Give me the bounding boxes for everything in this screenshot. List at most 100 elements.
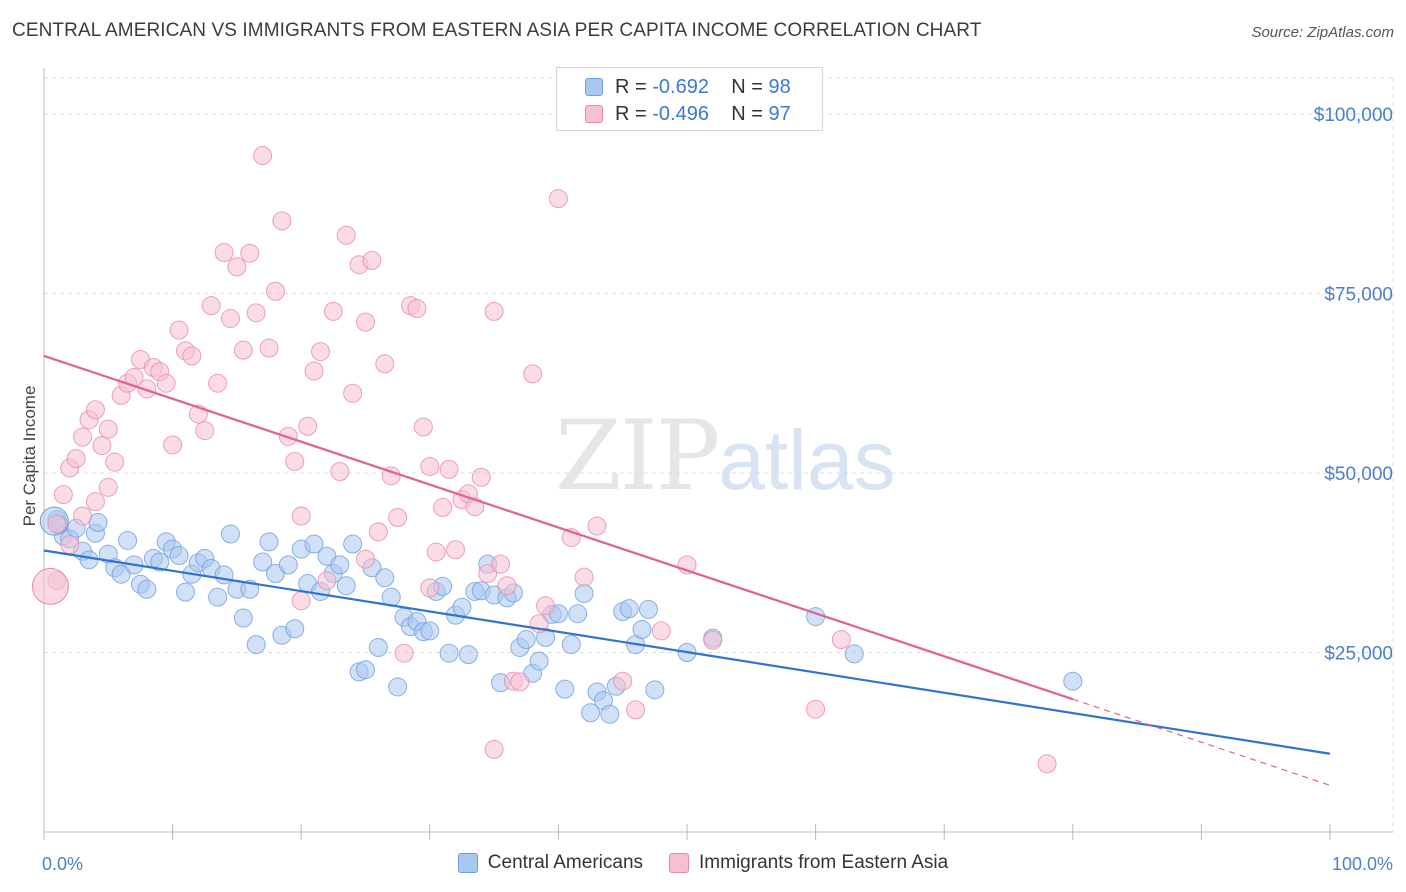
- data-point: [484, 739, 504, 759]
- data-point: [388, 677, 408, 697]
- y-tick-label: $100,000: [1314, 105, 1393, 126]
- data-point: [304, 361, 324, 381]
- data-point: [433, 497, 453, 517]
- data-point: [420, 456, 440, 476]
- data-point: [227, 257, 247, 277]
- data-point: [523, 364, 543, 384]
- data-point: [323, 301, 343, 321]
- data-point: [343, 534, 363, 554]
- data-point: [298, 416, 318, 436]
- data-point: [1037, 754, 1057, 774]
- data-point: [407, 299, 427, 319]
- data-point: [510, 672, 530, 692]
- data-point: [356, 549, 375, 569]
- data-point-large: [31, 567, 69, 605]
- data-point: [388, 507, 408, 527]
- data-point: [208, 587, 228, 607]
- data-point: [85, 400, 105, 420]
- legend-swatch-pink: [585, 105, 603, 123]
- legend-label: Immigrants from Eastern Asia: [699, 852, 949, 873]
- data-point: [60, 535, 80, 555]
- legend-swatch-blue: [585, 78, 603, 96]
- legend-n-value: 97: [768, 102, 791, 125]
- legend-swatch-pink: [669, 853, 690, 873]
- x-tick-label: 0.0%: [42, 854, 83, 874]
- data-point: [446, 540, 466, 560]
- data-point: [118, 530, 138, 550]
- data-point: [413, 417, 433, 437]
- data-point: [330, 555, 350, 575]
- data-point: [587, 516, 607, 536]
- chart-title: CENTRAL AMERICAN VS IMMIGRANTS FROM EAST…: [12, 20, 982, 41]
- data-point: [291, 591, 311, 611]
- data-point: [175, 582, 195, 602]
- data-point: [169, 546, 189, 566]
- legend-item-eastern-asia: Immigrants from Eastern Asia: [669, 852, 948, 874]
- data-point: [439, 459, 459, 479]
- data-point: [336, 225, 356, 245]
- data-point: [844, 644, 864, 664]
- legend-n-label: N =: [731, 102, 763, 125]
- data-point: [246, 635, 266, 655]
- data-point: [85, 492, 105, 512]
- data-point: [92, 436, 112, 456]
- data-point: [265, 281, 285, 301]
- data-point: [806, 699, 826, 719]
- data-point: [375, 568, 395, 588]
- data-point: [253, 146, 273, 166]
- legend-r-value: -0.496: [652, 102, 709, 125]
- data-point: [600, 704, 620, 724]
- legend-label: Central Americans: [487, 852, 644, 873]
- data-point: [356, 660, 375, 680]
- data-point: [394, 643, 414, 663]
- data-point: [259, 532, 279, 552]
- data-point: [66, 449, 86, 469]
- data-point: [98, 477, 118, 497]
- y-tick-label: $50,000: [1324, 464, 1393, 485]
- tick-labels: $25,000 $50,000 $75,000 $100,000 0.0% 100.0%: [42, 105, 1393, 874]
- legend-r-label: R =: [615, 102, 647, 125]
- data-point: [471, 467, 491, 487]
- data-point: [439, 643, 459, 663]
- data-point: [310, 342, 330, 362]
- watermark: ZIPatlas: [555, 400, 896, 512]
- data-point: [548, 189, 568, 209]
- data-point: [703, 630, 723, 650]
- data-point: [452, 597, 472, 617]
- stats-legend: R = -0.692 N = 98 R = -0.496 N = 97: [556, 67, 823, 131]
- data-point: [73, 427, 93, 447]
- data-point: [304, 534, 324, 554]
- data-point: [343, 383, 363, 403]
- legend-n-label: N =: [731, 75, 763, 98]
- data-point: [336, 576, 356, 596]
- data-point: [561, 635, 581, 655]
- data-point: [285, 451, 305, 471]
- legend-row-central-americans: R = -0.692 N = 98: [585, 74, 791, 100]
- data-point: [285, 619, 305, 639]
- data-point: [182, 346, 202, 366]
- data-point: [246, 303, 266, 323]
- legend-swatch-blue: [457, 853, 478, 873]
- data-point: [458, 645, 478, 665]
- data-point: [632, 619, 652, 639]
- data-point: [375, 354, 395, 374]
- legend-r-label: R =: [615, 75, 647, 98]
- data-point: [426, 542, 446, 562]
- data-point: [362, 250, 382, 270]
- data-point: [259, 338, 279, 358]
- data-point: [98, 419, 118, 439]
- data-point: [420, 578, 440, 598]
- watermark-atlas: atlas: [718, 413, 896, 507]
- data-point: [581, 703, 601, 723]
- legend-n-value: 98: [768, 75, 791, 98]
- data-point: [356, 312, 375, 332]
- data-point: [638, 599, 658, 619]
- data-point: [1063, 671, 1083, 691]
- data-point: [651, 621, 671, 641]
- data-point: [220, 524, 240, 544]
- data-point: [613, 671, 633, 691]
- data-point: [491, 554, 511, 574]
- data-point: [47, 514, 67, 534]
- data-point: [137, 579, 157, 599]
- data-point: [201, 296, 221, 316]
